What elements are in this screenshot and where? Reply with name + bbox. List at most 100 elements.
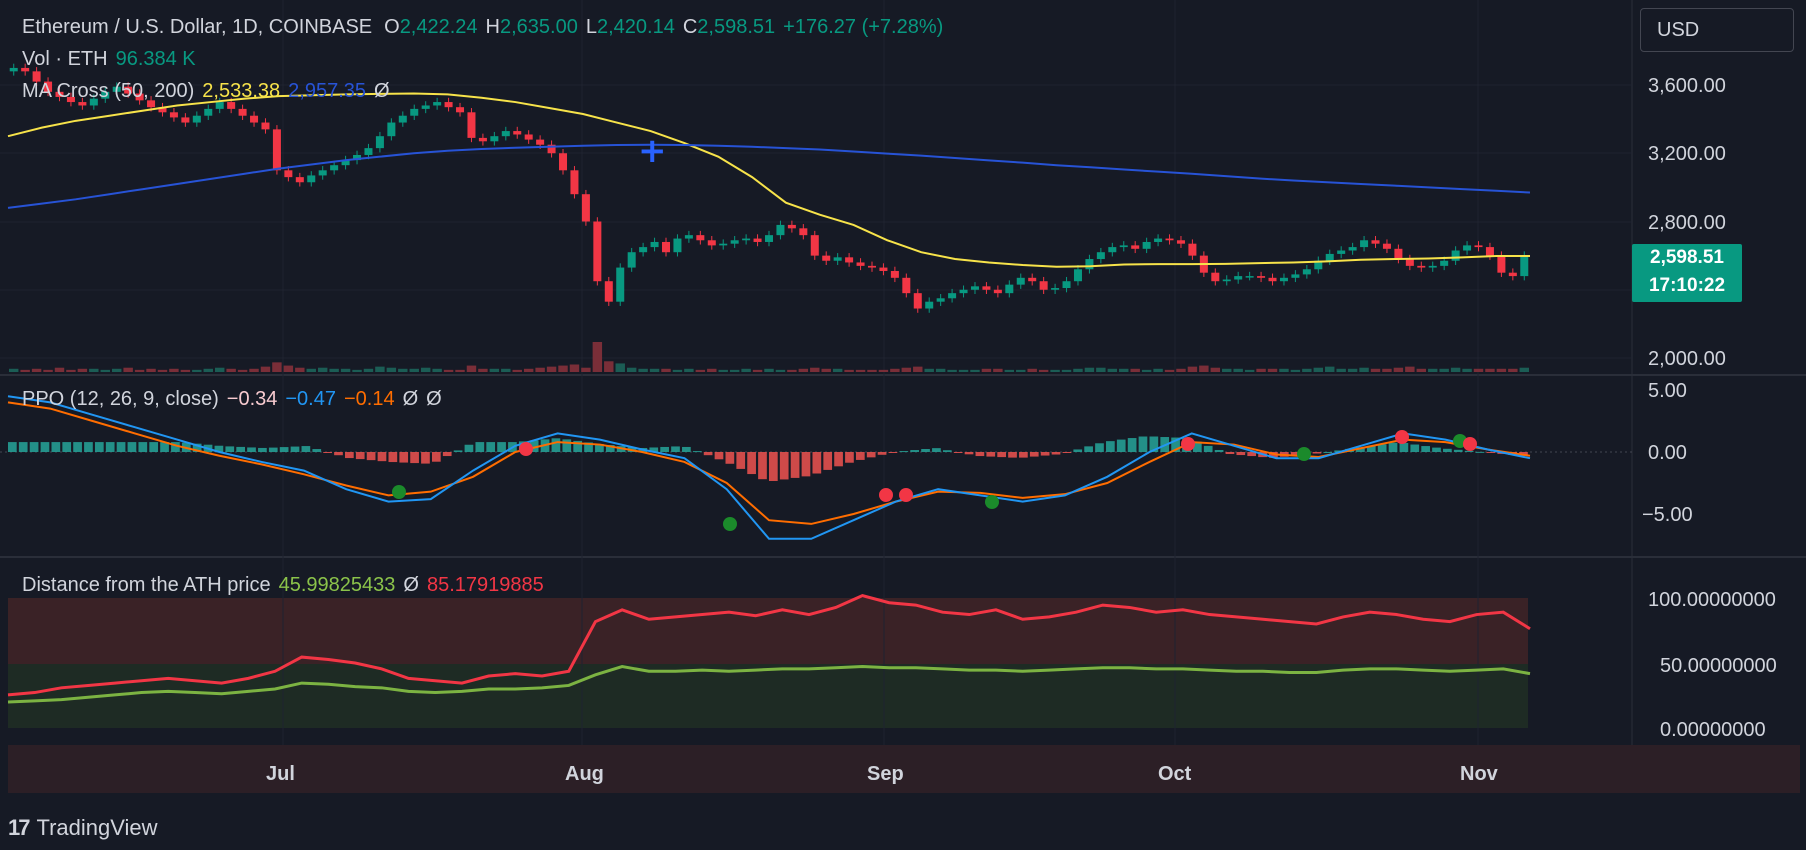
y-tick: 0.00 — [1648, 442, 1687, 464]
volume-bar — [752, 369, 763, 372]
ma50-line — [7, 92, 1530, 268]
volume-bar — [295, 367, 305, 372]
candle-body — [742, 238, 751, 241]
volume-bar — [604, 361, 614, 372]
ppo-histogram-bar — [18, 442, 28, 452]
ppo-histogram-bar — [855, 452, 865, 460]
volume-bar — [1485, 368, 1495, 372]
ppo-label[interactable]: PPO (12, 26, 9, close) — [22, 388, 219, 410]
ppo-histogram-bar — [62, 442, 72, 452]
volume-bar — [1370, 368, 1381, 372]
tradingview-logo[interactable]: 17 TradingView — [8, 815, 158, 841]
ppo-histogram-bar — [823, 452, 833, 470]
candle-body — [1154, 238, 1163, 242]
cross-dot — [1463, 437, 1477, 451]
last-price-badge: 2,598.51 17:10:22 — [1632, 244, 1742, 302]
volume-bar — [867, 369, 877, 372]
volume-bar — [1393, 367, 1404, 372]
candle-body — [1211, 272, 1220, 282]
ppo-histogram-bar — [1214, 449, 1224, 452]
signal-value: −0.14 — [343, 388, 395, 410]
candle-body — [1440, 260, 1449, 266]
candle-body — [478, 137, 487, 142]
candle-body — [673, 238, 682, 253]
symbol-legend: Ethereum / U.S. Dollar, 1D, COINBASE O2,4… — [22, 16, 951, 39]
hidden-icon[interactable]: Ø — [426, 388, 442, 410]
candle-body — [1474, 245, 1483, 248]
cross-dot — [723, 517, 737, 531]
ppo-histogram-bar — [105, 442, 115, 452]
candle-body — [959, 289, 968, 294]
symbol-title[interactable]: Ethereum / U.S. Dollar, 1D, COINBASE — [22, 16, 373, 38]
ppo-histogram-bar — [192, 443, 202, 452]
ppo-histogram-bar — [334, 452, 343, 456]
ppo-histogram-bar — [1247, 452, 1257, 457]
candle-body — [78, 102, 87, 106]
candle-body — [1108, 247, 1117, 253]
volume-bar — [1050, 369, 1060, 372]
candle-body — [822, 255, 831, 261]
candle-body — [799, 228, 808, 236]
candle-body — [295, 177, 304, 183]
candle-body — [204, 108, 213, 116]
y-tick: 3,200.00 — [1648, 143, 1726, 165]
volume-bar — [981, 368, 992, 372]
ppo-histogram-bar — [1323, 451, 1333, 453]
candle-body — [707, 240, 716, 246]
volume-bar — [455, 369, 465, 372]
volume-bar — [569, 364, 580, 372]
ath-label[interactable]: Distance from the ATH price — [22, 574, 271, 596]
hidden-icon[interactable]: Ø — [374, 80, 390, 102]
ppo-histogram-bar — [355, 452, 365, 460]
volume-bar — [363, 368, 374, 372]
candle-body — [1314, 260, 1323, 270]
ppo-histogram-bar — [1127, 438, 1137, 452]
volume-bar — [810, 367, 820, 372]
candle-body — [158, 107, 167, 113]
hidden-icon[interactable]: Ø — [403, 574, 419, 596]
volume-bar — [512, 369, 522, 372]
volume-label[interactable]: Vol · ETH — [22, 48, 108, 70]
ppo-histogram-bar — [1029, 452, 1039, 457]
volume-bar — [1027, 368, 1037, 372]
ppo-histogram-bar — [442, 452, 452, 457]
cross-dot — [1395, 430, 1409, 444]
signal-line — [7, 401, 1531, 525]
candle-body — [284, 170, 293, 178]
volume-bar — [134, 369, 145, 372]
volume-bar — [855, 369, 866, 372]
candle-body — [662, 241, 671, 253]
candle-body — [764, 235, 774, 242]
volume-bar — [340, 368, 351, 372]
ppo-histogram-bar — [1040, 452, 1050, 456]
hidden-icon[interactable]: Ø — [402, 388, 419, 410]
volume-bar — [787, 369, 797, 372]
volume-bar — [1153, 368, 1163, 372]
volume-bar — [1096, 367, 1106, 372]
candle-body — [1279, 277, 1288, 282]
candle-body — [318, 170, 327, 176]
ppo-histogram-bar — [214, 445, 224, 452]
candle-body — [410, 108, 419, 116]
close-label: C — [682, 16, 698, 38]
ppo-histogram-bar — [942, 450, 952, 452]
volume-bar — [375, 366, 385, 372]
volume-bar — [1267, 368, 1278, 372]
candle-body — [227, 102, 236, 109]
volume-bar — [317, 367, 328, 372]
candle-body — [833, 257, 842, 261]
x-tick: Oct — [1158, 763, 1192, 785]
currency-button[interactable]: USD — [1640, 8, 1794, 52]
ma-label[interactable]: MA Cross (50, 200) — [22, 80, 195, 102]
ppo-histogram-bar — [584, 442, 593, 452]
ppo-histogram-bar — [1236, 452, 1246, 456]
candle-body — [1222, 279, 1231, 282]
candle-body — [719, 243, 728, 246]
ppo-histogram-bar — [562, 439, 572, 452]
volume-bar — [958, 369, 969, 372]
candle-body — [66, 96, 75, 103]
candle-body — [1497, 255, 1506, 273]
candle-body — [1382, 243, 1391, 249]
candle-body — [730, 240, 739, 244]
